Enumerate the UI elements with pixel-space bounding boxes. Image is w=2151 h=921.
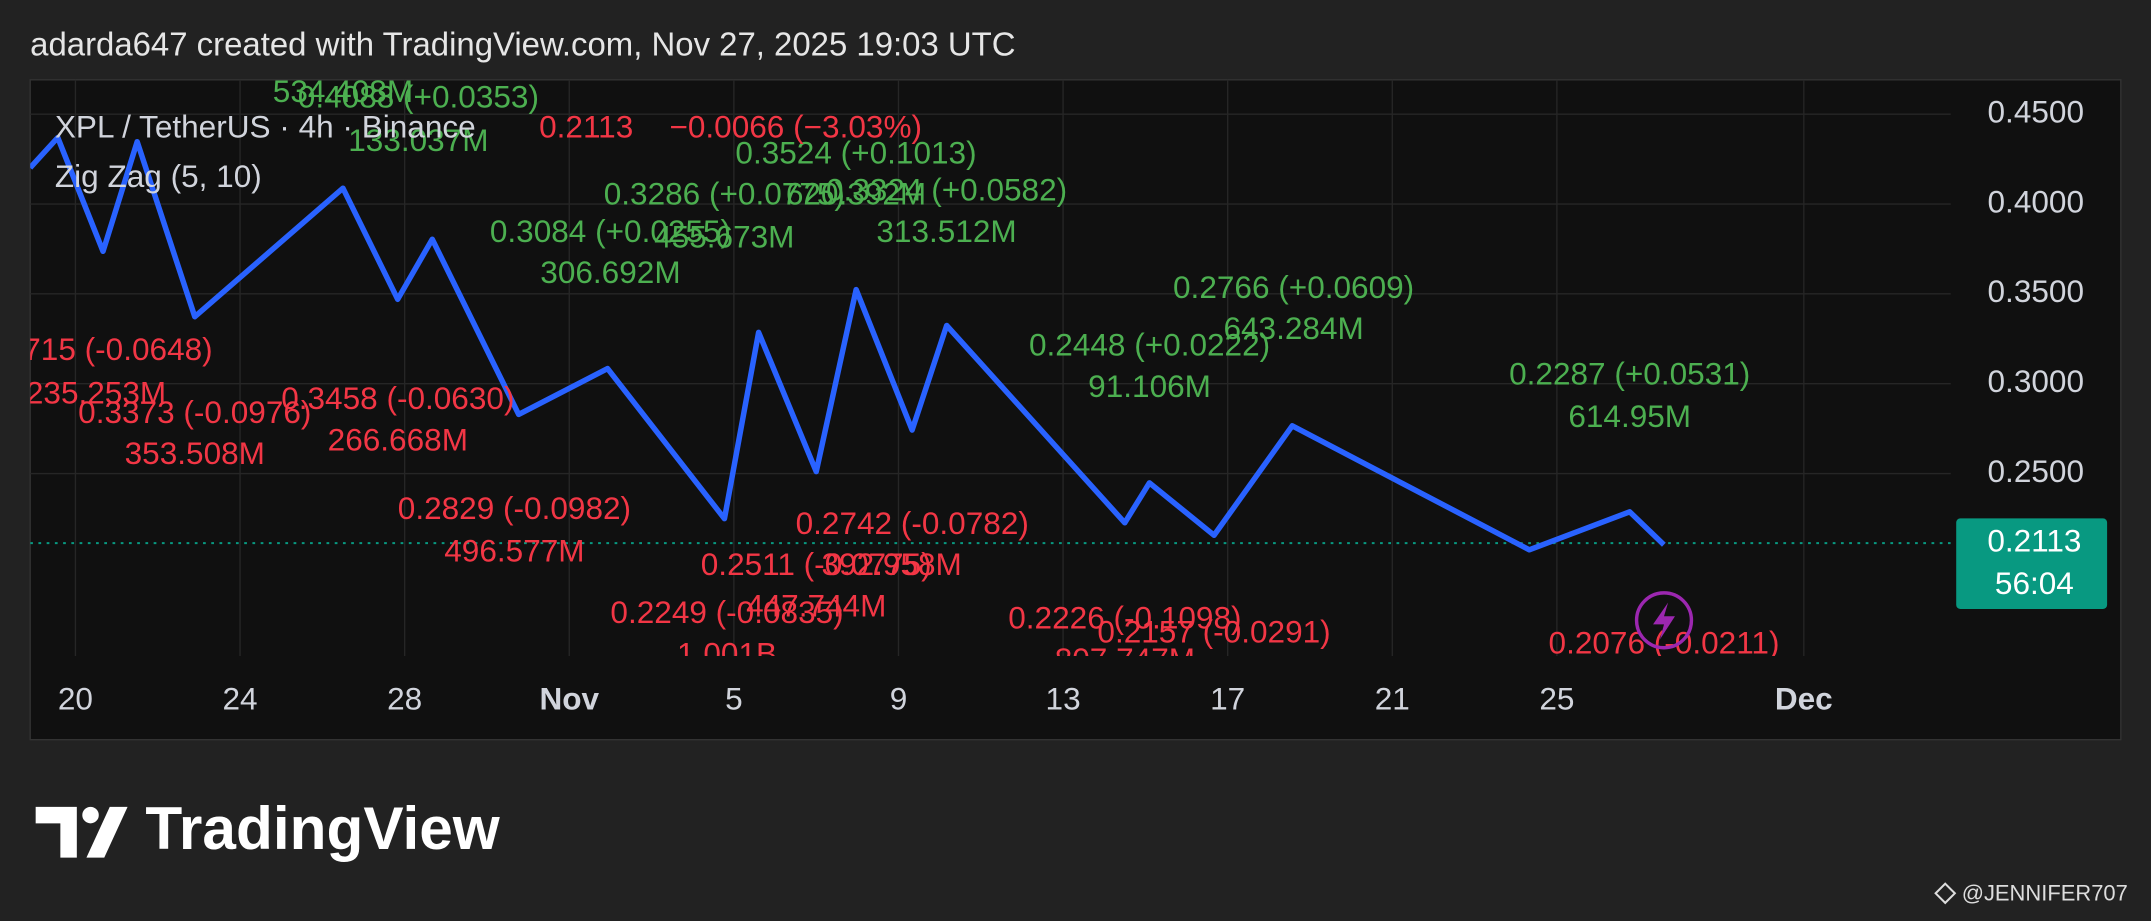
annotation-volume: 392.958M <box>822 546 962 582</box>
last-price-badge <box>1956 518 2108 609</box>
y-tick-label: 0.2500 <box>1988 453 2085 489</box>
annotation-volume: 266.668M <box>328 421 468 457</box>
y-tick-label: 0.4000 <box>1988 183 2085 219</box>
annotation-price: 0.2829 (-0.0982) <box>398 490 631 526</box>
x-tick-label: 21 <box>1375 681 1410 717</box>
annotation-price: 0.3715 (-0.0648) <box>0 331 213 367</box>
countdown: 56:04 <box>1995 565 2074 601</box>
logo: TradingView <box>35 794 501 862</box>
x-tick-label: 5 <box>725 681 743 717</box>
annotation-price: 0.4088 (+0.0353) <box>298 78 539 114</box>
plot-area <box>30 134 1951 553</box>
price-change: −0.0066 (−3.03%) <box>669 109 922 145</box>
x-tick-label: 17 <box>1210 681 1245 717</box>
annotation-volume: 643.284M <box>1223 310 1363 346</box>
caption: adarda647 created with TradingView.com, … <box>30 26 1015 63</box>
x-tick-label: 28 <box>387 681 422 717</box>
annotation-price: 0.3524 (+0.1013) <box>735 135 976 171</box>
annotation-volume: 133.037M <box>348 122 488 158</box>
annotation-volume: 807.747M <box>1055 641 1195 677</box>
x-tick-label: 9 <box>890 681 908 717</box>
annotation-price: 0.3084 (+0.0255) <box>490 213 731 249</box>
annotation-volume: 496.577M <box>444 532 584 568</box>
annotation-price: 0.2249 (-0.0835) <box>610 594 843 630</box>
annotation-price: 534.408M <box>273 73 413 109</box>
last-price: 0.2113 <box>539 109 633 145</box>
x-tick-label: 20 <box>58 681 93 717</box>
annotation-volume: 614.95M <box>1568 398 1691 434</box>
axes: 0.2500 0.3000 0.3500 0.4000 0.4500 20 24 28 Nov 5… <box>58 93 2108 717</box>
annotation-price: 0.2226 (-0.1098) <box>1008 600 1241 636</box>
annotation-price: 0.2511 (-0.0775) <box>701 546 932 582</box>
annotations: 0.4088 (+0.0353) 133.037M 534.408M 0.3084 (… <box>0 73 1779 677</box>
annotation-price: 0.3324 (+0.0582) <box>826 172 1067 208</box>
chart-panel <box>29 79 2122 741</box>
x-tick-label: 13 <box>1046 681 1081 717</box>
annotation-price: 0.2742 (-0.0782) <box>796 505 1029 541</box>
y-tick-label: 0.3000 <box>1988 363 2085 399</box>
last-price-label: 0.2113 <box>1987 522 2081 558</box>
indicator: Zig Zag (5, 10) <box>55 158 262 194</box>
annotation-price: 0.3373 (-0.0976) <box>78 394 311 430</box>
x-tick-label: 25 <box>1539 681 1574 717</box>
x-tick-label: Nov <box>539 681 599 717</box>
annotation-volume: 235.253M <box>26 375 166 411</box>
logo-text: TradingView <box>145 794 500 862</box>
symbol: XPL / TetherUS · 4h · Binance <box>55 109 476 145</box>
legend: XPL / TetherUS · 4h · Binance 0.2113 −0.… <box>55 109 922 194</box>
annotation-price: 0.2766 (+0.0609) <box>1173 269 1414 305</box>
annotation-volume: 91.106M <box>1088 368 1211 404</box>
y-tick-label: 0.3500 <box>1988 273 2085 309</box>
annotation-price: 0.2157 (-0.0291) <box>1097 613 1330 649</box>
annotation-volume: 353.508M <box>125 435 265 471</box>
x-tick-label: 24 <box>223 681 258 717</box>
annotation-price: 0.3286 (+0.0775) <box>604 176 845 212</box>
flash-icon[interactable] <box>1634 591 1694 650</box>
annotation-volume: 306.692M <box>540 254 680 290</box>
watermark: @JENNIFER707 <box>1934 880 2128 905</box>
x-tick-label: Dec <box>1775 681 1833 717</box>
annotation-volume: 313.512M <box>876 213 1016 249</box>
annotation-price: 0.2287 (+0.0531) <box>1509 355 1750 391</box>
annotation-volume: 455.673M <box>654 218 794 254</box>
annotation-price: 447.744M <box>746 587 886 623</box>
annotation-volume: 1.001B <box>677 635 777 671</box>
annotation-price: 0.2448 (+0.0222) <box>1029 327 1270 363</box>
y-tick-label: 0.4500 <box>1988 93 2085 129</box>
zigzag-line <box>30 134 1666 553</box>
annotation-price: 0.3458 (-0.0630) <box>281 380 514 416</box>
watermark-text: @JENNIFER707 <box>1962 880 2128 905</box>
annotation-volume: 620.392M <box>786 176 926 212</box>
